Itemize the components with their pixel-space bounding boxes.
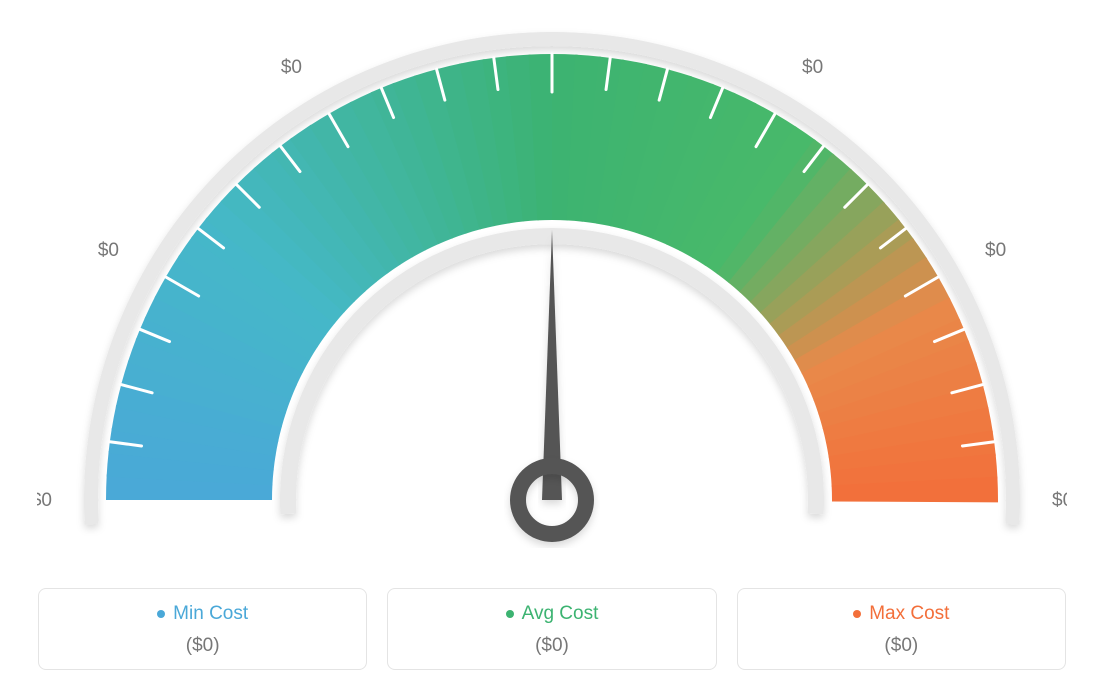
- legend-card-max: Max Cost ($0): [737, 588, 1066, 670]
- legend-value-min: ($0): [49, 635, 356, 657]
- legend-value-avg: ($0): [398, 635, 705, 657]
- gauge-chart: $0 $0 $0 $0 $0 $0 $0: [37, 10, 1067, 570]
- legend-label-text: Avg Cost: [522, 603, 599, 625]
- dot-icon: [506, 610, 514, 618]
- legend-value-max: ($0): [748, 635, 1055, 657]
- legend-card-avg: Avg Cost ($0): [387, 588, 716, 670]
- legend-row: Min Cost ($0) Avg Cost ($0) Max Cost ($0…: [38, 588, 1066, 670]
- dot-icon: [157, 610, 165, 618]
- svg-text:$0: $0: [37, 490, 52, 511]
- legend-label-min: Min Cost: [157, 603, 248, 625]
- svg-text:$0: $0: [1052, 490, 1067, 511]
- svg-text:$0: $0: [985, 240, 1006, 261]
- legend-label-avg: Avg Cost: [506, 603, 599, 625]
- legend-label-max: Max Cost: [853, 603, 949, 625]
- dot-icon: [853, 610, 861, 618]
- legend-card-min: Min Cost ($0): [38, 588, 367, 670]
- svg-text:$0: $0: [281, 57, 302, 78]
- svg-text:$0: $0: [98, 240, 119, 261]
- legend-label-text: Max Cost: [869, 603, 949, 625]
- legend-label-text: Min Cost: [173, 603, 248, 625]
- svg-text:$0: $0: [541, 10, 562, 11]
- svg-text:$0: $0: [802, 57, 823, 78]
- cost-gauge-widget: $0 $0 $0 $0 $0 $0 $0 Min Cost ($0) Avg Cost ($…: [0, 0, 1104, 690]
